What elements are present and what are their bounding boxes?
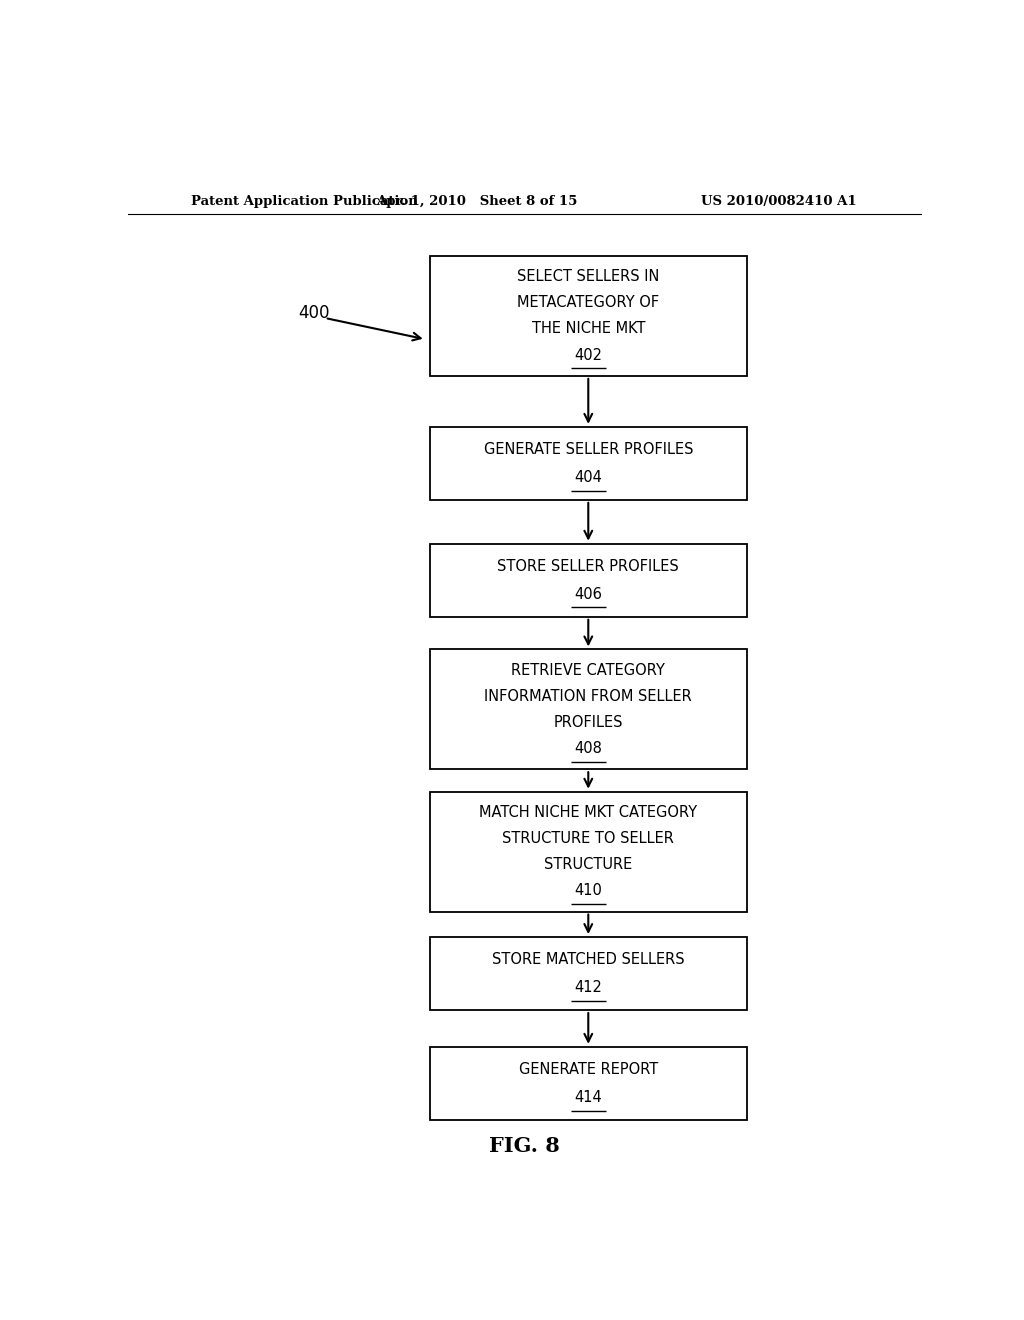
Text: Patent Application Publication: Patent Application Publication [191,194,418,207]
Text: US 2010/0082410 A1: US 2010/0082410 A1 [701,194,856,207]
Text: STRUCTURE: STRUCTURE [544,857,633,873]
Bar [430,256,748,376]
Text: GENERATE REPORT: GENERATE REPORT [519,1061,657,1077]
Text: RETRIEVE CATEGORY: RETRIEVE CATEGORY [511,663,666,677]
Text: INFORMATION FROM SELLER: INFORMATION FROM SELLER [484,689,692,704]
Text: FIG. 8: FIG. 8 [489,1137,560,1156]
Text: 400: 400 [299,304,330,322]
Bar [430,937,748,1010]
Bar [430,792,748,912]
Text: Apr. 1, 2010   Sheet 8 of 15: Apr. 1, 2010 Sheet 8 of 15 [377,194,578,207]
Text: GENERATE SELLER PROFILES: GENERATE SELLER PROFILES [483,442,693,457]
Text: 414: 414 [574,1090,602,1105]
Text: MATCH NICHE MKT CATEGORY: MATCH NICHE MKT CATEGORY [479,805,697,820]
Text: PROFILES: PROFILES [554,715,623,730]
Text: THE NICHE MKT: THE NICHE MKT [531,322,645,337]
Bar [430,544,748,616]
Text: METACATEGORY OF: METACATEGORY OF [517,296,659,310]
Text: 406: 406 [574,587,602,602]
Bar [430,649,748,770]
Bar [430,426,748,500]
Text: STRUCTURE TO SELLER: STRUCTURE TO SELLER [503,832,674,846]
Text: 402: 402 [574,347,602,363]
Text: 412: 412 [574,981,602,995]
Text: 410: 410 [574,883,602,898]
Text: STORE MATCHED SELLERS: STORE MATCHED SELLERS [492,952,685,968]
Text: 404: 404 [574,470,602,484]
Text: SELECT SELLERS IN: SELECT SELLERS IN [517,269,659,284]
Bar [430,1047,748,1119]
Text: STORE SELLER PROFILES: STORE SELLER PROFILES [498,558,679,574]
Text: 408: 408 [574,741,602,756]
